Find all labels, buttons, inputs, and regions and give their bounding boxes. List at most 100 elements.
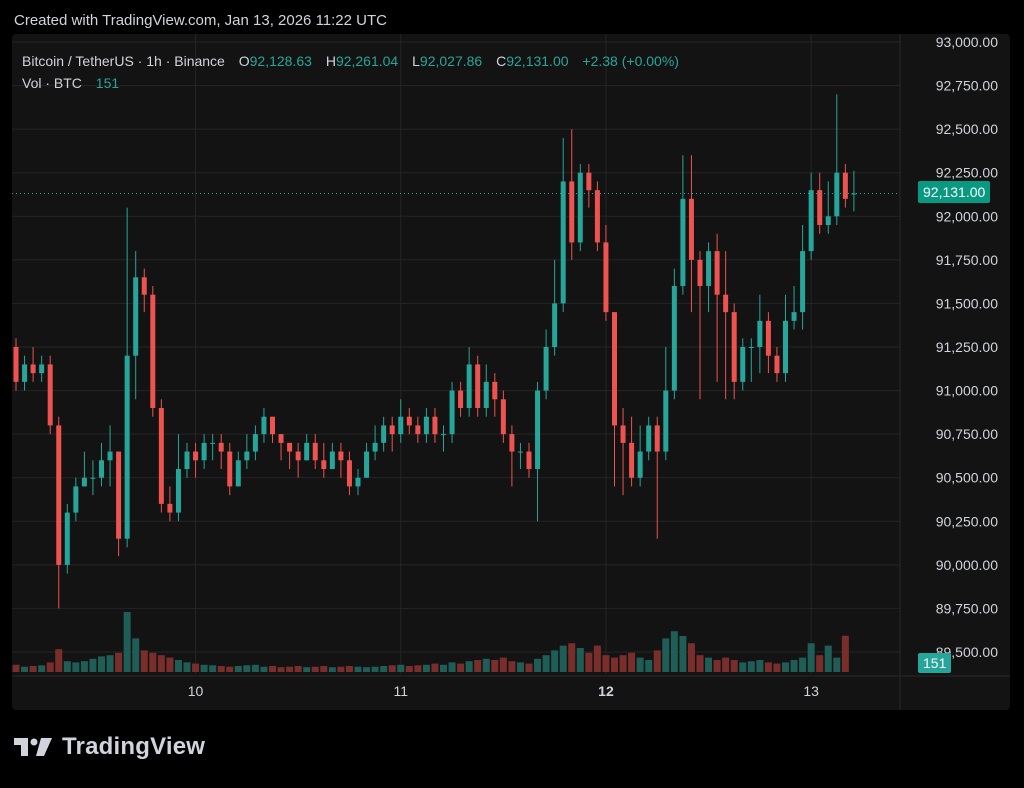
volume-bar [713,660,721,672]
candlestick-chart[interactable]: 93,000.00 92,750.00 92,500.00 92,250.00 92,0… [12,34,1010,710]
y-tick-label: 91,250.00 [936,339,998,355]
candle-body [56,425,62,565]
volume-bar [226,666,234,672]
candle-body [757,320,763,347]
volume-bar [371,666,379,672]
volume-bar [29,666,37,672]
y-tick-label: 92,000.00 [936,208,998,224]
volume-bar [687,643,695,672]
candle-body [398,416,404,435]
candle-body [73,486,79,513]
candle-body [244,451,250,461]
candle-body [586,172,592,191]
candle-body [389,425,395,435]
candle-body [654,425,660,452]
volume-label[interactable]: Vol · BTC [22,75,82,91]
candle-body [748,347,754,348]
candle-body [560,181,566,304]
candle-body [22,364,28,382]
candle-body [338,451,344,461]
volume-bar [764,662,772,672]
candle-body [64,512,70,565]
y-tick-label: 92,500.00 [936,121,998,137]
tradingview-logo[interactable]: TradingView [14,733,205,761]
volume-bar [55,649,63,672]
candle-body [150,294,156,408]
volume-bar [422,664,430,672]
volume-bar [380,666,388,672]
volume-bar [174,660,182,672]
candle-body [406,416,412,426]
tradingview-logo-icon [14,738,52,756]
x-tick-label: 13 [803,683,819,699]
symbol-label[interactable]: Bitcoin / TetherUS · 1h · Binance [22,53,225,69]
high-value: 92,261.04 [335,53,399,69]
change-value: +2.38 (+0.00%) [582,53,679,69]
candle-body [740,347,746,382]
volume-bar [217,666,225,672]
candle-body [210,442,216,444]
candle-body [808,190,814,252]
candle-body [423,416,429,435]
candle-body [346,460,352,487]
candle-body [201,442,207,461]
volume-bars [12,612,849,672]
ohlc-row: Bitcoin / TetherUS · 1h · Binance O92,12… [22,50,679,72]
x-axis-ticks: 10 11 12 13 [188,683,819,699]
candle-body [39,364,45,374]
volume-bar [773,663,781,672]
y-tick-label: 90,500.00 [936,470,998,486]
volume-bar [730,660,738,672]
volume-bar [508,661,516,672]
volume-bar [286,666,294,672]
volume-bar [542,655,550,672]
volume-bar [525,663,533,672]
open-label: O [238,53,250,69]
volume-bar [12,664,20,672]
candle-body [637,451,643,478]
low-value: 92,027.86 [419,53,483,69]
volume-bar [192,663,200,672]
candle-body [783,320,788,374]
candle-body [107,451,113,461]
volume-bar [294,666,302,672]
volume-bar [397,664,405,672]
candle-body [235,460,241,487]
candle-body [723,294,729,313]
volume-bar [491,660,499,672]
chart-panel[interactable]: 93,000.00 92,750.00 92,500.00 92,250.00 92,0… [12,34,1010,710]
volume-bar [234,666,242,672]
volume-bar [807,643,815,672]
candle-body [509,434,515,452]
volume-bar [38,665,46,672]
volume-bar [440,664,447,672]
candle-body [706,251,712,286]
volume-bar [790,660,798,672]
candle-body [517,451,523,453]
volume-bar [166,657,174,672]
volume-bar [611,657,618,672]
candle-body [800,251,806,313]
candle-body [500,399,506,435]
volume-bar [251,664,259,672]
candle-body [355,477,361,487]
candle-body [543,347,549,391]
y-tick-label: 92,250.00 [936,165,998,181]
candle-body [842,172,848,199]
volume-bar [739,662,747,672]
candle-body [646,425,652,452]
volume-value: 151 [95,75,120,91]
volume-bar [448,662,456,672]
volume-bar [482,658,490,672]
candle-body [47,364,53,426]
candle-body [261,416,267,435]
volume-bar [782,662,789,672]
candle-body [688,198,694,260]
volume-bar [405,666,413,672]
volume-bar [337,666,345,672]
volume-bar [474,660,482,672]
candle-body [295,451,301,461]
candle-body [475,364,481,408]
volume-bar [311,666,319,672]
volume-bar [269,666,276,672]
